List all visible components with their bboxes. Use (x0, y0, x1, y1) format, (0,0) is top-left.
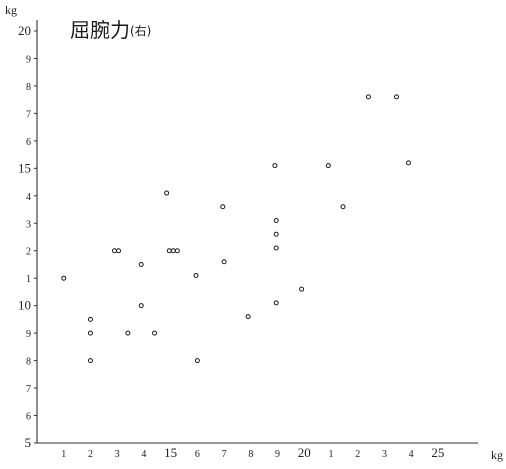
data-point (221, 259, 227, 265)
data-point (193, 272, 199, 278)
data-point (273, 300, 279, 306)
data-point (61, 275, 67, 281)
x-tick-label: 8 (248, 449, 253, 460)
data-point (138, 303, 144, 309)
data-point (220, 204, 226, 210)
x-tick-label: 2 (88, 449, 93, 460)
data-point (152, 330, 158, 336)
y-tick-label: 3 (26, 219, 31, 230)
y-axis-ticks: 5 6 7 8 9 10 1 2 3 4 15 6 7 8 9 20 (18, 23, 37, 450)
chart-title: 屈腕力 (70, 18, 130, 42)
data-point (138, 261, 144, 267)
data-point (112, 248, 118, 254)
x-tick-label: 15 (164, 445, 177, 460)
x-tick-label: 20 (298, 445, 311, 460)
y-tick-label: 6 (26, 137, 31, 148)
data-point (87, 330, 93, 336)
data-point (365, 94, 371, 100)
data-point (116, 248, 122, 254)
y-tick-label: 7 (26, 109, 31, 120)
title-group: 屈腕力 (右) (70, 18, 151, 42)
data-point (125, 330, 131, 336)
y-unit-label: kg (5, 3, 17, 17)
x-tick-label: 1 (61, 449, 66, 460)
data-point (340, 204, 346, 210)
y-tick-label: 20 (18, 23, 31, 38)
x-tick-label: 6 (195, 449, 200, 460)
data-point (393, 94, 399, 100)
y-tick-label: 9 (26, 54, 31, 65)
x-tick-label: 3 (115, 449, 120, 460)
y-tick-label: 1 (26, 274, 31, 285)
x-unit-label: kg (491, 448, 503, 462)
x-tick-label: 9 (275, 449, 280, 460)
data-point (272, 163, 278, 169)
data-point (299, 286, 305, 292)
data-point (194, 358, 200, 364)
y-tick-label: 8 (26, 82, 31, 93)
data-point (245, 314, 251, 320)
x-tick-label: 25 (431, 445, 444, 460)
data-point (164, 190, 170, 196)
data-point (170, 248, 176, 254)
data-point (174, 248, 180, 254)
data-point (325, 163, 331, 169)
x-tick-label: 4 (409, 449, 414, 460)
y-tick-label: 5 (25, 435, 32, 450)
y-tick-label: 8 (26, 357, 31, 368)
y-tick-label: 6 (26, 412, 31, 423)
x-axis-ticks: 1 2 3 4 15 6 7 8 9 20 1 2 3 4 25 (61, 445, 444, 460)
x-tick-label: 7 (222, 449, 227, 460)
data-points (61, 94, 412, 364)
x-tick-label: 1 (329, 449, 334, 460)
data-point (166, 248, 172, 254)
y-tick-label: 7 (26, 384, 31, 395)
y-tick-label: 4 (26, 192, 31, 203)
x-tick-label: 2 (355, 449, 360, 460)
data-point (406, 160, 412, 166)
data-point (87, 316, 93, 322)
y-tick-label: 10 (18, 298, 31, 313)
data-point (273, 231, 279, 237)
data-point (273, 218, 279, 224)
y-tick-label: 9 (26, 329, 31, 340)
x-tick-label: 4 (141, 449, 146, 460)
y-tick-label: 15 (18, 160, 31, 175)
y-tick-label: 2 (26, 247, 31, 258)
x-tick-label: 3 (382, 449, 387, 460)
data-point (87, 358, 93, 364)
chart-title-note: (右) (130, 23, 151, 38)
data-point (273, 245, 279, 251)
